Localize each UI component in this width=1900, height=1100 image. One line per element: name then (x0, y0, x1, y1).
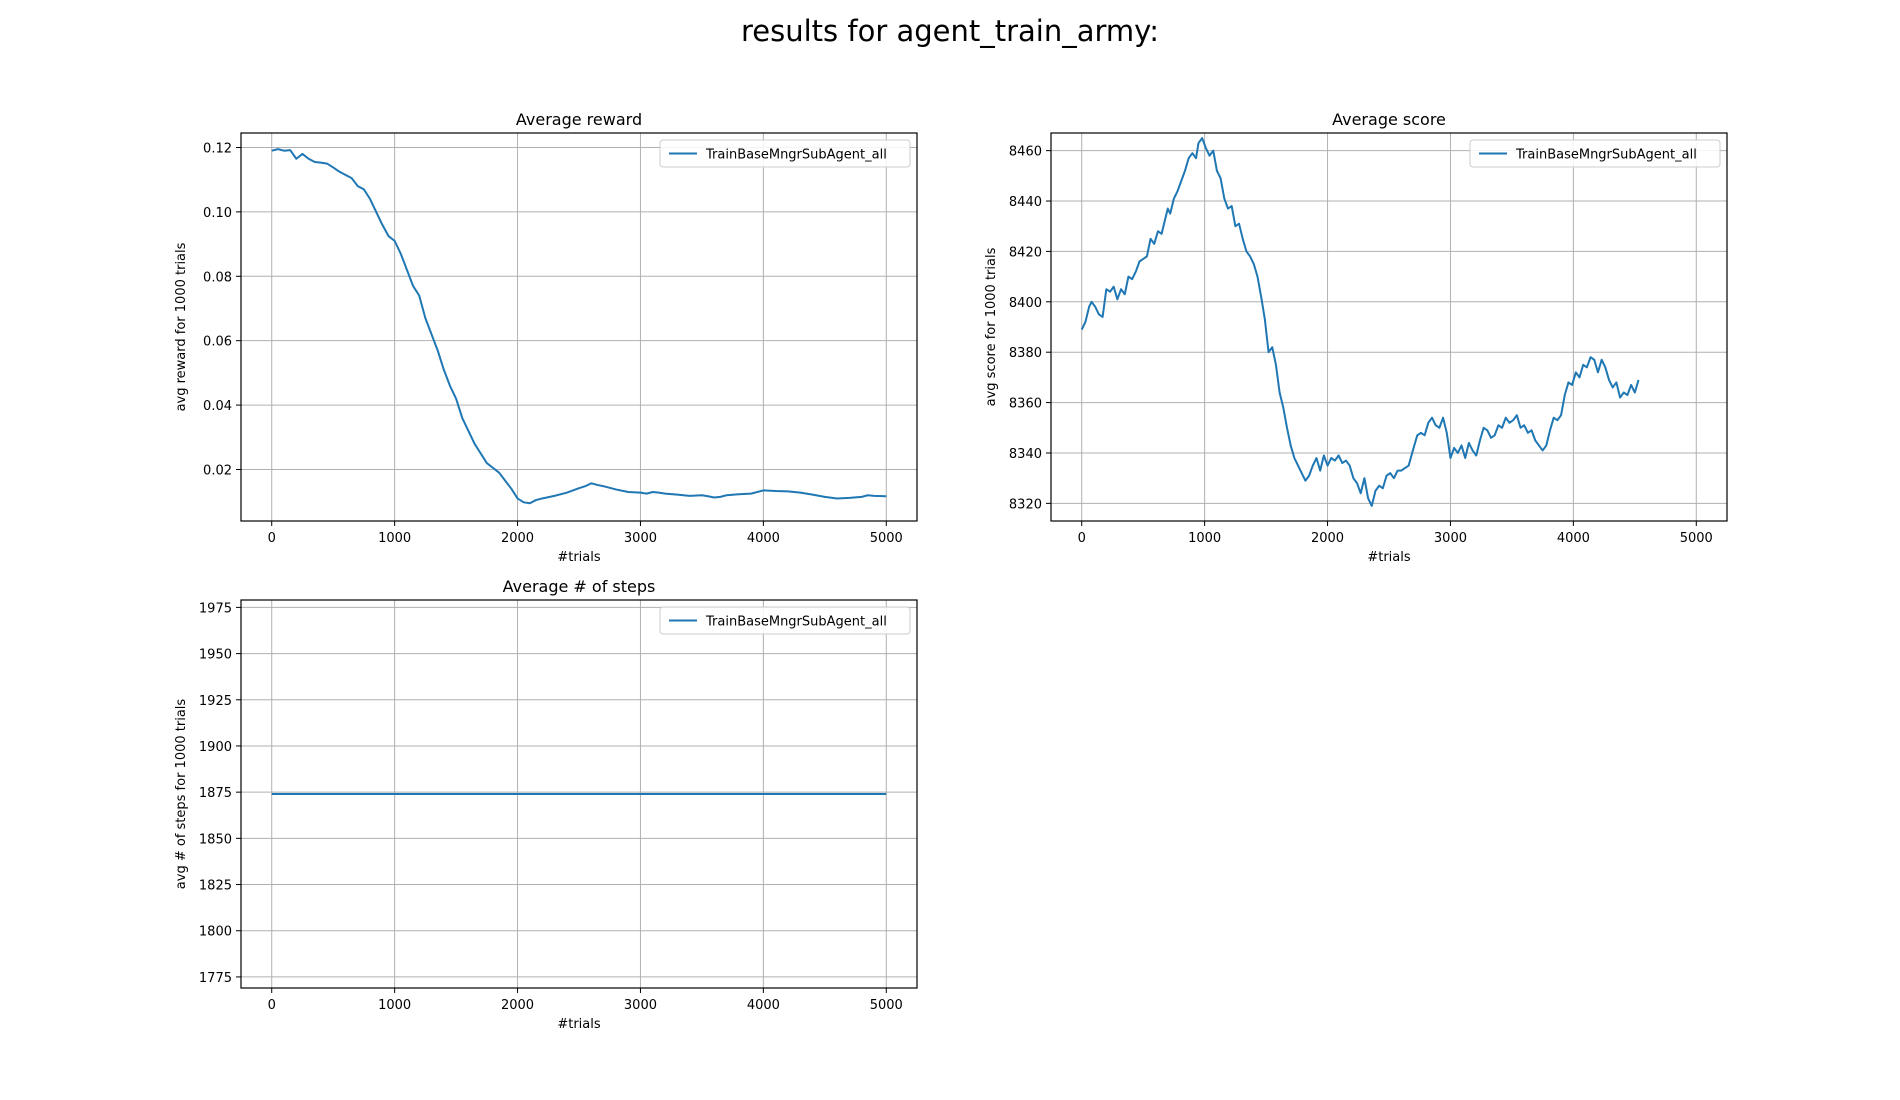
x-tick-label: 1000 (378, 531, 411, 546)
y-tick-label: 0.06 (203, 335, 232, 350)
y-tick-label: 8420 (1009, 245, 1042, 260)
x-tick-label: 1000 (1188, 531, 1221, 546)
x-tick-label: 2000 (501, 531, 534, 546)
y-tick-label: 1875 (199, 786, 232, 801)
x-tick-label: 1000 (378, 998, 411, 1013)
legend-label: TrainBaseMngrSubAgent_all (1515, 148, 1697, 163)
y-axis-label: avg score for 1000 trials (984, 247, 999, 406)
legend-label: TrainBaseMngrSubAgent_all (705, 615, 887, 630)
y-tick-label: 0.02 (203, 463, 232, 478)
x-axis-label: #trials (557, 550, 601, 565)
x-tick-label: 0 (1078, 531, 1086, 546)
x-tick-label: 3000 (1434, 531, 1467, 546)
y-tick-label: 8360 (1009, 397, 1042, 412)
series-line (271, 148, 887, 505)
y-tick-label: 1950 (199, 648, 232, 663)
x-tick-label: 2000 (1311, 531, 1344, 546)
y-tick-label: 0.08 (203, 270, 232, 285)
x-tick-label: 0 (268, 998, 276, 1013)
chart-title: Average # of steps (503, 577, 656, 596)
x-tick-label: 4000 (1557, 531, 1590, 546)
legend: TrainBaseMngrSubAgent_all (659, 139, 911, 168)
y-tick-label: 8380 (1009, 346, 1042, 361)
chart-panel-1: 0 1000 2000 3000 4000 5000 0.02 0.04 0.06 0.08 0.1… (174, 110, 918, 565)
chart-panel-2: 0 1000 2000 3000 4000 5000 8320 8340 8360 8380 840… (984, 110, 1728, 565)
x-tick-label: 2000 (501, 998, 534, 1013)
y-tick-label: 8320 (1009, 497, 1042, 512)
y-tick-label: 1900 (199, 740, 232, 755)
legend: TrainBaseMngrSubAgent_all (1469, 139, 1721, 168)
y-tick-label: 1775 (199, 971, 232, 986)
y-tick-label: 1850 (199, 832, 232, 847)
legend-label: TrainBaseMngrSubAgent_all (705, 148, 887, 163)
axes-frame (1050, 132, 1728, 522)
x-tick-label: 3000 (624, 531, 657, 546)
chart-title: Average reward (516, 110, 642, 129)
x-tick-label: 5000 (1680, 531, 1713, 546)
x-tick-label: 5000 (870, 998, 903, 1013)
y-tick-label: 1925 (199, 694, 232, 709)
figure-title: results for agent_train_army: (741, 14, 1159, 48)
chart-panel-3: 0 1000 2000 3000 4000 5000 1775 1800 1825 1850 187… (174, 577, 918, 1032)
y-tick-label: 8400 (1009, 296, 1042, 311)
y-axis-label: avg # of steps for 1000 trials (174, 699, 189, 890)
y-tick-label: 8460 (1009, 145, 1042, 160)
x-tick-label: 4000 (747, 531, 780, 546)
y-tick-label: 1800 (199, 925, 232, 940)
series-line (1080, 137, 1640, 507)
x-tick-label: 3000 (624, 998, 657, 1013)
legend-box (659, 139, 911, 168)
axes-frame (240, 599, 918, 989)
legend-box (1469, 139, 1721, 168)
y-tick-label: 0.12 (203, 141, 232, 156)
y-tick-label: 8340 (1009, 447, 1042, 462)
y-tick-label: 0.10 (203, 206, 232, 221)
x-tick-label: 0 (268, 531, 276, 546)
y-tick-label: 8440 (1009, 195, 1042, 210)
x-tick-label: 5000 (870, 531, 903, 546)
y-tick-label: 0.04 (203, 399, 232, 414)
y-tick-label: 1975 (199, 601, 232, 616)
legend: TrainBaseMngrSubAgent_all (659, 606, 911, 635)
chart-title: Average score (1332, 110, 1446, 129)
legend-box (659, 606, 911, 635)
axes-frame (240, 132, 918, 522)
x-tick-label: 4000 (747, 998, 780, 1013)
x-axis-label: #trials (557, 1017, 601, 1032)
y-tick-label: 1825 (199, 879, 232, 894)
x-axis-label: #trials (1367, 550, 1411, 565)
y-axis-label: avg reward for 1000 trials (174, 242, 189, 411)
